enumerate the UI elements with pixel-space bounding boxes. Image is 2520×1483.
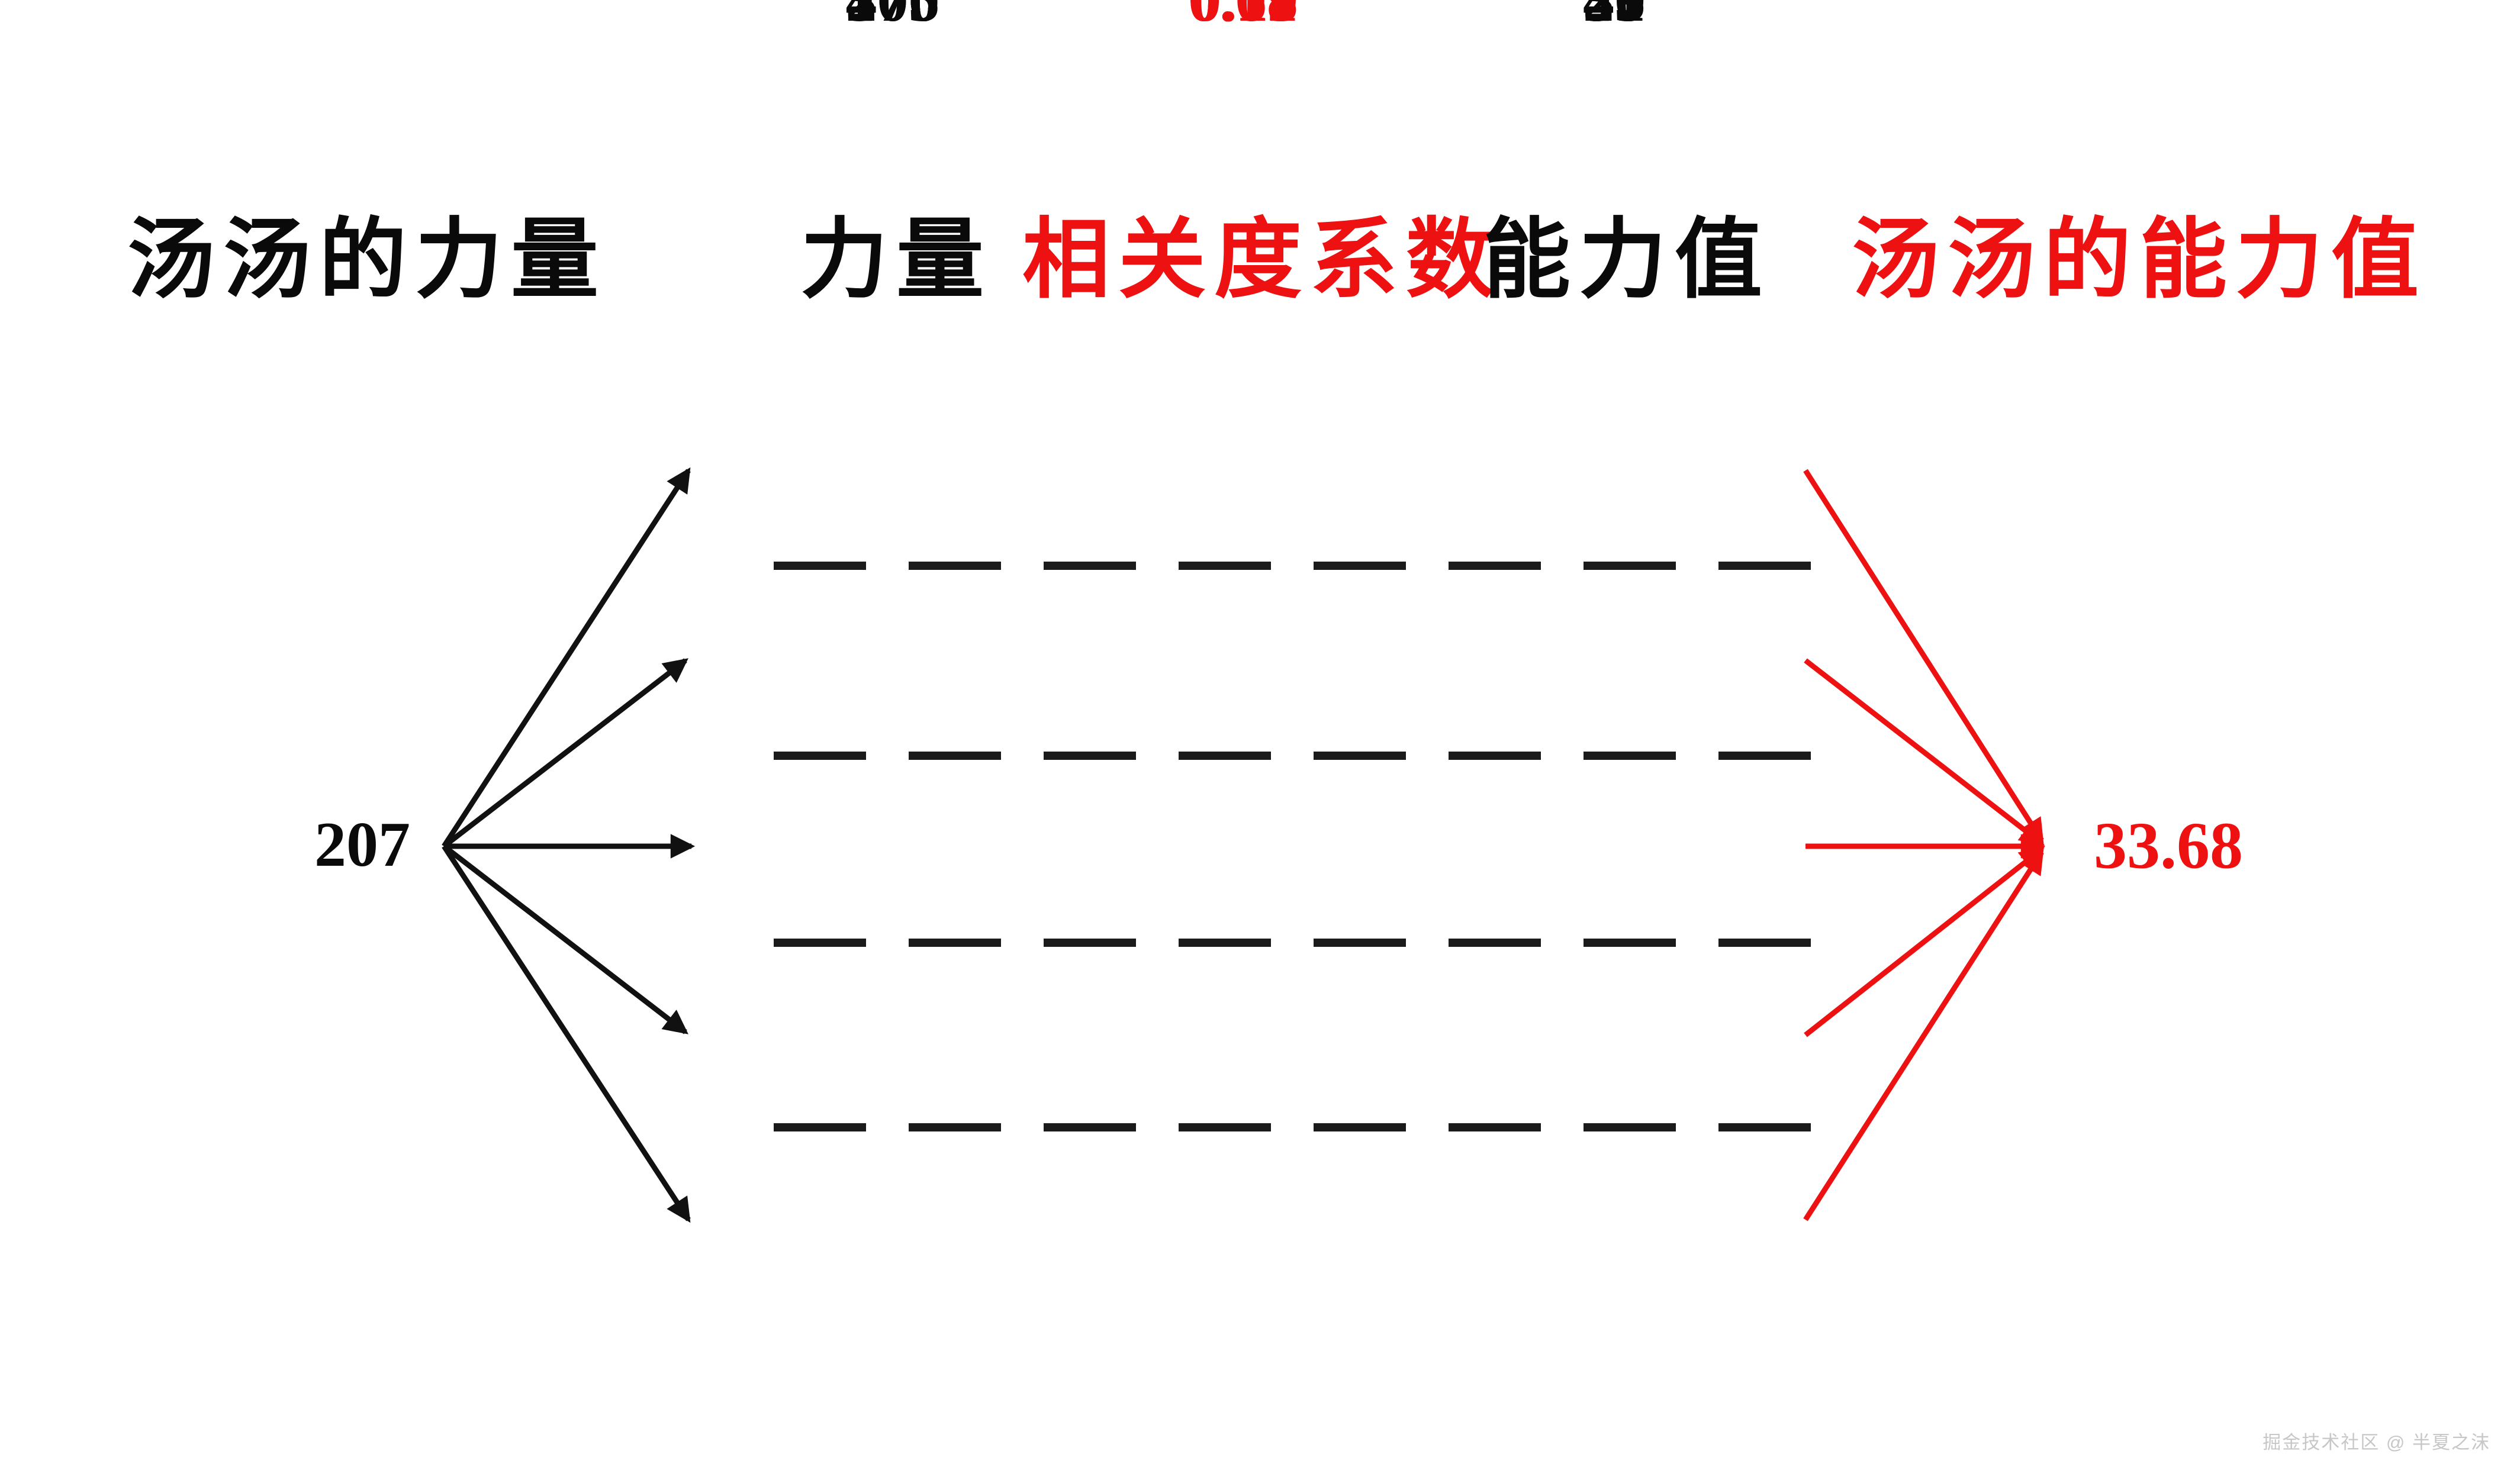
- power-value: 175: [846, 0, 940, 36]
- header-power: 力量: [800, 212, 992, 310]
- coefficient-value: 0.11: [1190, 0, 1296, 36]
- header-target-ability: 汤汤的能力值: [1852, 212, 2427, 310]
- power-value: 400: [846, 0, 940, 36]
- power-value: 300: [846, 0, 940, 36]
- row-divider: [774, 752, 1811, 760]
- red-arrow-line: [1804, 658, 2045, 846]
- red-arrow-line: [1803, 849, 2044, 1221]
- coefficient-value: 0.61: [1188, 0, 1298, 36]
- power-value: 200: [846, 0, 940, 36]
- header-coefficient: 相关度系数: [1022, 212, 1502, 310]
- row-divider: [774, 1123, 1811, 1131]
- red-arrow-line: [1803, 469, 2044, 844]
- black-arrow-line: [442, 844, 688, 1034]
- coefficient-value: 0.01: [1188, 0, 1298, 36]
- header-source-power: 汤汤的力量: [127, 212, 607, 310]
- red-arrow-line: [1804, 847, 2045, 1037]
- black-arrow-line: [442, 844, 691, 1223]
- source-power-value: 207: [314, 810, 410, 880]
- header-ability: 能力值: [1483, 212, 1771, 310]
- ability-value: 37: [1583, 0, 1646, 36]
- watermark: 掘金技术社区 @ 半夏之沫: [2262, 1432, 2490, 1453]
- coefficient-value: 0.09: [1188, 0, 1298, 36]
- black-arrow-line: [442, 467, 691, 848]
- ability-value: 35: [1583, 0, 1646, 36]
- ability-value: 41: [1583, 0, 1646, 36]
- black-arrow-line: [442, 658, 688, 849]
- row-divider: [774, 939, 1811, 947]
- ability-value: 30: [1583, 0, 1646, 36]
- ability-value: 29: [1583, 0, 1646, 36]
- row-divider: [774, 562, 1811, 570]
- coefficient-value: 0.18: [1188, 0, 1298, 36]
- power-value: 170: [846, 0, 940, 36]
- result-ability-value: 33.68: [2094, 809, 2243, 883]
